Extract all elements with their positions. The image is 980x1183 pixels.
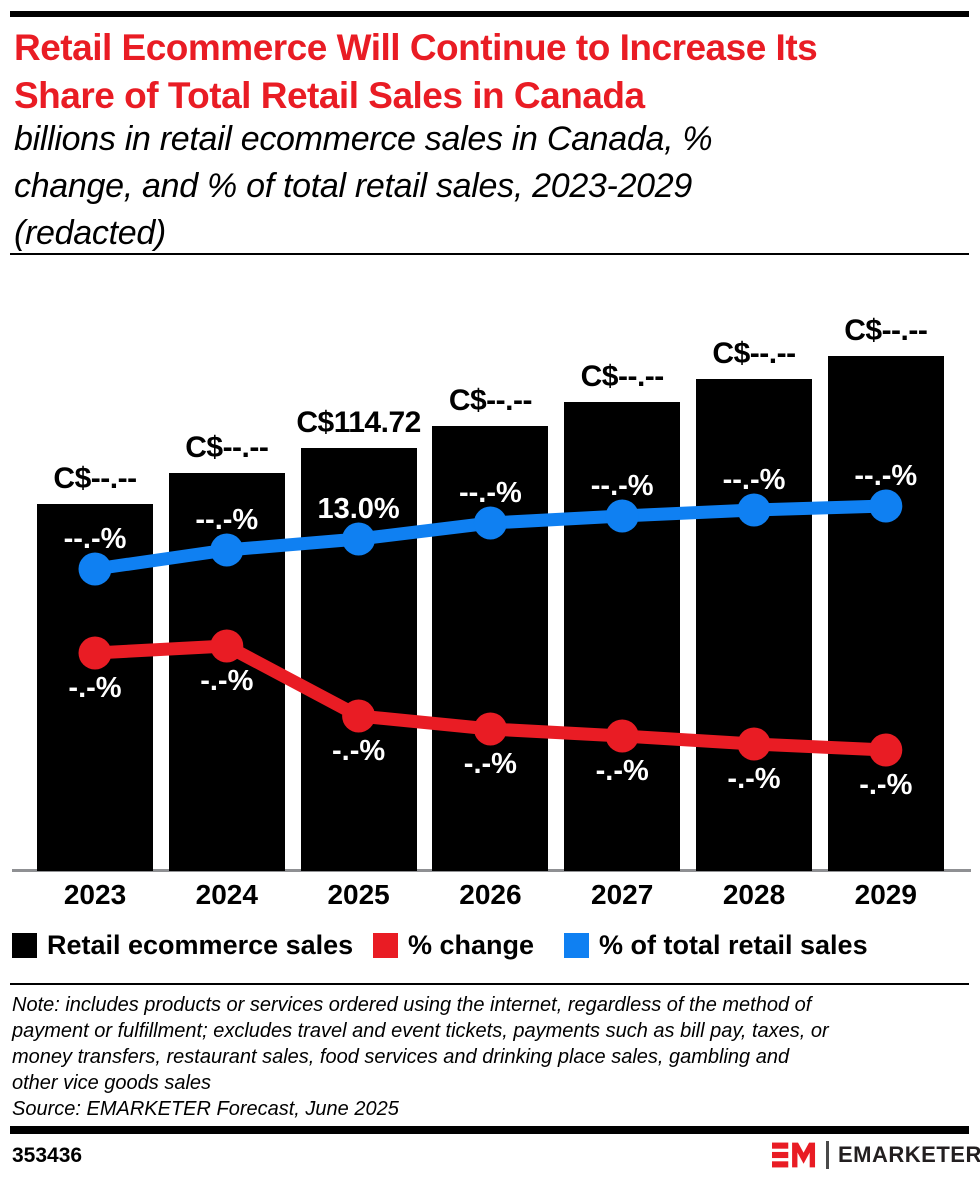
bar-2029	[827, 356, 944, 871]
legend-label: % of total retail sales	[599, 930, 868, 960]
brand-name: EMARKETER	[838, 1142, 980, 1167]
footer-rule	[10, 1126, 969, 1134]
notes-divider	[10, 983, 969, 985]
source-line: Source: EMARKETER Forecast, June 2025	[12, 1098, 399, 1120]
share-label-2025: 13.0%	[317, 493, 400, 525]
x-tick-2024: 2024	[195, 879, 258, 910]
note-line-3: money transfers, restaurant sales, food …	[12, 1046, 790, 1068]
bar-value-label-2026: C$--.--	[448, 384, 533, 417]
x-tick-2028: 2028	[722, 879, 786, 910]
x-tick-2029: 2029	[854, 879, 917, 910]
title-line-2: Share of Total Retail Sales in Canada	[14, 75, 645, 116]
legend-swatch-black	[12, 933, 37, 958]
legend-item-share-of-retail: % of total retail sales	[564, 930, 868, 960]
x-tick-2023: 2023	[63, 879, 127, 910]
share-label-2027: --.-%	[590, 470, 654, 502]
chart-id: 353436	[12, 1144, 83, 1167]
footnote: Note: includes products or services orde…	[12, 992, 829, 1122]
x-tick-2027: 2027	[591, 879, 654, 910]
bar-value-label-2023: C$--.--	[53, 462, 137, 495]
note-line-1: Note: includes products or services orde…	[12, 994, 812, 1016]
pct-change-label-2027: -.-%	[595, 755, 649, 787]
bar-value-label-2028: C$--.--	[712, 337, 796, 370]
top-rule	[10, 11, 969, 17]
share-label-2023: --.-%	[63, 523, 127, 555]
subtitle-line-3: (redacted)	[14, 214, 166, 252]
legend-label: Retail ecommerce sales	[47, 930, 354, 960]
title-line-1: Retail Ecommerce Will Continue to Increa…	[14, 27, 818, 68]
bar-2028	[696, 379, 812, 871]
legend-item-retail-ecommerce-sales: Retail ecommerce sales	[12, 930, 354, 960]
legend-swatch-red	[373, 933, 398, 958]
emarketer-logo-icon	[772, 1142, 816, 1168]
chart-subtitle: billions in retail ecommerce sales in Ca…	[14, 116, 964, 257]
x-tick-2025: 2025	[327, 879, 390, 910]
emarketer-logo: EMARKETER	[772, 1140, 980, 1170]
header-divider	[10, 253, 969, 255]
note-line-2: payment or fulfillment; excludes travel …	[12, 1020, 829, 1042]
pct-change-label-2023: -.-%	[68, 672, 122, 704]
note-line-4: other vice goods sales	[12, 1072, 212, 1094]
share-label-2026: --.-%	[458, 477, 522, 509]
subtitle-line-1: billions in retail ecommerce sales in Ca…	[14, 120, 713, 158]
share-label-2024: --.-%	[195, 504, 259, 536]
subtitle-line-2: change, and % of total retail sales, 202…	[14, 167, 693, 205]
legend-item-pct-change: % change	[373, 930, 535, 960]
legend-label: % change	[408, 930, 535, 960]
share-label-2028: --.-%	[722, 464, 786, 496]
x-tick-2026: 2026	[459, 879, 522, 910]
pct-change-label-2026: -.-%	[463, 748, 517, 780]
pct-change-label-2028: -.-%	[727, 763, 781, 795]
legend-swatch-blue	[564, 933, 589, 958]
logo-divider	[826, 1141, 829, 1169]
bar-2027	[564, 402, 681, 871]
bar-value-label-2025: C$114.72	[296, 406, 421, 439]
bar-value-label-2029: C$--.--	[844, 314, 928, 347]
bar-value-label-2024: C$--.--	[185, 431, 269, 464]
bar-value-label-2027: C$--.--	[580, 360, 665, 393]
pct-change-label-2029: -.-%	[859, 769, 913, 801]
pct-change-label-2025: -.-%	[332, 735, 386, 767]
pct-change-label-2024: -.-%	[200, 665, 254, 697]
page-title: Retail Ecommerce Will Continue to Increa…	[14, 24, 964, 120]
share-label-2029: --.-%	[854, 460, 918, 492]
